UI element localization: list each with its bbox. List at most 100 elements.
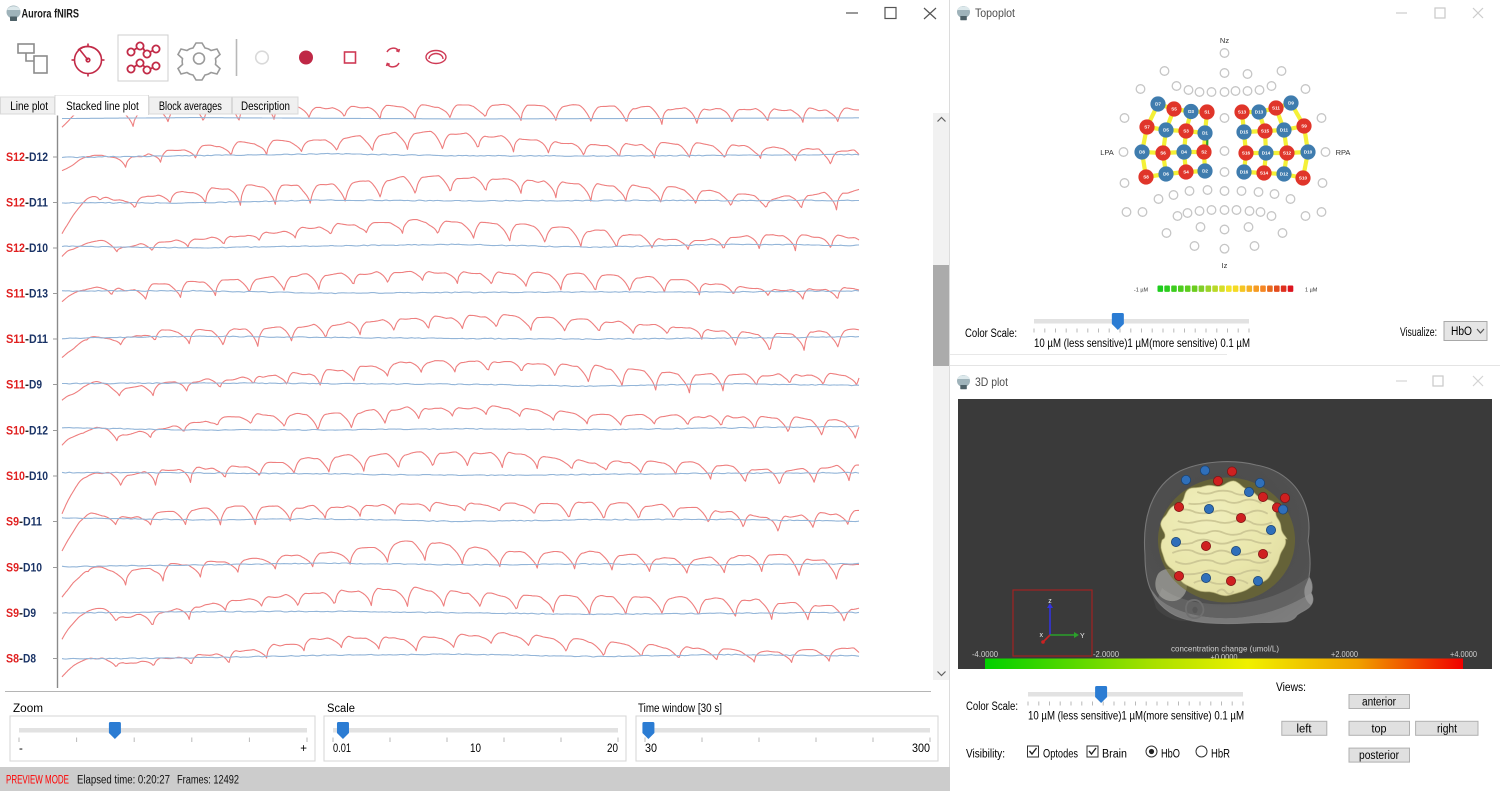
svg-text:D11: D11 — [29, 198, 49, 210]
svg-text:1 µM: 1 µM — [1305, 288, 1318, 294]
svg-text:S14: S14 — [1260, 171, 1269, 176]
svg-text:x: x — [1040, 632, 1044, 639]
svg-text:-2.0000: -2.0000 — [1093, 649, 1119, 659]
svg-text:Y: Y — [1080, 633, 1085, 640]
svg-text:D14: D14 — [1262, 151, 1271, 156]
svg-text:-: - — [25, 289, 29, 301]
svg-text:right: right — [1437, 723, 1458, 735]
svg-text:top: top — [1372, 723, 1387, 735]
svg-text:+: + — [300, 743, 307, 755]
svg-text:Visibility:: Visibility: — [966, 749, 1005, 761]
svg-text:S8: S8 — [6, 654, 20, 666]
svg-text:-: - — [25, 243, 29, 255]
svg-text:S1: S1 — [1204, 110, 1210, 115]
svg-text:S9: S9 — [6, 608, 19, 620]
svg-text:S8: S8 — [1143, 175, 1149, 180]
svg-text:LPA: LPA — [1100, 148, 1114, 157]
svg-text:S11: S11 — [6, 380, 26, 392]
svg-text:Color Scale:: Color Scale: — [965, 328, 1017, 340]
svg-text:S9: S9 — [6, 517, 19, 529]
svg-text:Nz: Nz — [1220, 36, 1229, 45]
svg-text:D9: D9 — [1288, 101, 1294, 106]
svg-text:S11: S11 — [6, 289, 26, 301]
svg-text:D16: D16 — [1240, 170, 1249, 175]
svg-text:D13: D13 — [1255, 110, 1264, 115]
svg-text:+0.0000: +0.0000 — [1211, 652, 1238, 662]
svg-text:D7: D7 — [1155, 102, 1161, 107]
svg-text:S12: S12 — [1283, 151, 1292, 156]
svg-text:-: - — [19, 743, 23, 755]
svg-text:Stacked line plot: Stacked line plot — [66, 101, 139, 113]
svg-text:D11: D11 — [29, 334, 49, 346]
svg-text:HbR: HbR — [1211, 749, 1230, 761]
svg-text:Optodes: Optodes — [1043, 749, 1078, 761]
svg-text:posterior: posterior — [1359, 750, 1399, 762]
svg-text:30: 30 — [645, 743, 657, 755]
svg-text:D11: D11 — [1280, 128, 1289, 133]
svg-text:S9: S9 — [1301, 124, 1307, 129]
svg-text:D10: D10 — [23, 563, 42, 575]
svg-text:S10: S10 — [6, 426, 25, 438]
svg-text:D10: D10 — [29, 243, 48, 255]
svg-text:Topoplot: Topoplot — [975, 6, 1016, 20]
svg-text:Elapsed time: 0:20:27: Elapsed time: 0:20:27 — [77, 775, 170, 787]
svg-text:-: - — [19, 563, 23, 575]
svg-text:PREVIEW MODE: PREVIEW MODE — [6, 775, 69, 787]
svg-text:D12: D12 — [29, 152, 48, 164]
svg-text:Color Scale:: Color Scale: — [966, 701, 1018, 713]
svg-text:S11: S11 — [6, 334, 26, 346]
svg-text:S12: S12 — [6, 198, 25, 210]
svg-text:S13: S13 — [1238, 110, 1247, 115]
svg-text:D15: D15 — [1240, 130, 1249, 135]
svg-text:S15: S15 — [1261, 129, 1270, 134]
svg-text:+4.0000: +4.0000 — [1450, 649, 1477, 659]
svg-text:S12: S12 — [6, 152, 25, 164]
svg-text:D9: D9 — [29, 380, 42, 392]
svg-text:-: - — [19, 608, 23, 620]
svg-text:-: - — [19, 654, 23, 666]
svg-text:10 µM (less sensitive)1 µM(mor: 10 µM (less sensitive)1 µM(more sensitiv… — [1028, 709, 1244, 723]
svg-text:Time window [30 s]: Time window [30 s] — [638, 703, 722, 715]
svg-text:D13: D13 — [29, 289, 48, 301]
svg-text:S9: S9 — [6, 563, 19, 575]
svg-text:S12: S12 — [6, 243, 25, 255]
svg-text:20: 20 — [607, 743, 618, 755]
svg-text:Views:: Views: — [1276, 682, 1306, 694]
svg-text:S2: S2 — [1201, 150, 1207, 155]
svg-text:HbO: HbO — [1451, 326, 1472, 338]
svg-text:-: - — [25, 471, 29, 483]
svg-text:-: - — [25, 152, 29, 164]
svg-text:-: - — [25, 426, 29, 438]
svg-text:3D plot: 3D plot — [975, 375, 1009, 389]
svg-text:D10: D10 — [1304, 150, 1313, 155]
svg-text:S16: S16 — [1242, 151, 1251, 156]
svg-text:D2: D2 — [1202, 169, 1208, 174]
svg-text:D10: D10 — [29, 471, 48, 483]
svg-text:D8: D8 — [23, 654, 37, 666]
svg-text:HbO: HbO — [1161, 749, 1180, 761]
svg-text:z: z — [1048, 598, 1052, 605]
svg-text:Brain: Brain — [1102, 749, 1127, 761]
svg-text:Line plot: Line plot — [10, 101, 48, 113]
svg-text:D11: D11 — [23, 517, 43, 529]
svg-text:D12: D12 — [1280, 172, 1289, 177]
svg-text:S5: S5 — [1171, 107, 1177, 112]
svg-text:D9: D9 — [23, 608, 36, 620]
svg-text:-: - — [25, 380, 29, 392]
svg-text:0.01: 0.01 — [333, 743, 351, 755]
svg-text:Iz: Iz — [1222, 261, 1228, 270]
svg-text:S3: S3 — [1183, 129, 1189, 134]
svg-text:S7: S7 — [1144, 125, 1150, 130]
svg-text:Frames: 12492: Frames: 12492 — [177, 775, 239, 787]
svg-text:-1 µM: -1 µM — [1134, 288, 1149, 294]
svg-text:-: - — [25, 334, 29, 346]
svg-text:Zoom: Zoom — [13, 703, 43, 715]
svg-text:D8: D8 — [1139, 150, 1145, 155]
svg-text:10 µM (less sensitive)1 µM(mor: 10 µM (less sensitive)1 µM(more sensitiv… — [1034, 336, 1250, 350]
svg-text:left: left — [1297, 723, 1313, 735]
svg-text:Scale: Scale — [327, 703, 355, 715]
svg-text:D3: D3 — [1188, 109, 1194, 114]
svg-text:+2.0000: +2.0000 — [1331, 649, 1358, 659]
svg-text:S6: S6 — [1160, 151, 1166, 156]
svg-text:Visualize:: Visualize: — [1400, 327, 1437, 339]
